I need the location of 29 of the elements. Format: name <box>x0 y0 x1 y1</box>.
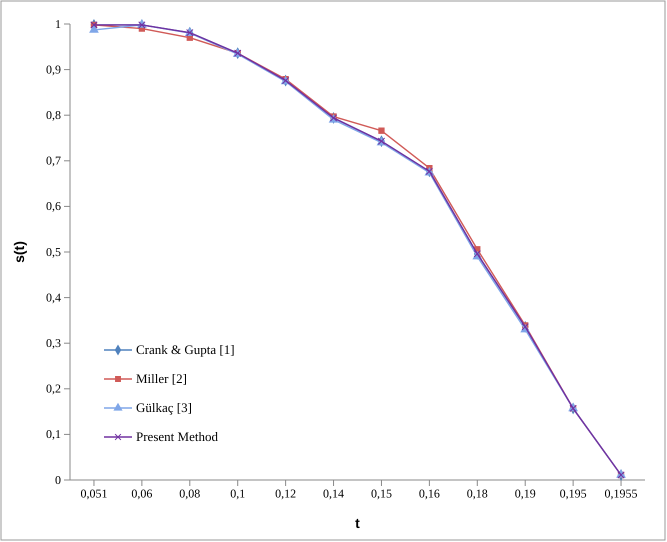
x-tick-label: 0,15 <box>370 486 392 501</box>
y-tick-label: 0,8 <box>46 108 61 122</box>
y-tick-label: 0,5 <box>46 244 61 259</box>
x-tick-label: 0,18 <box>466 486 488 501</box>
x-tick-label: 0,12 <box>275 486 296 501</box>
x-tick-label: 0,195 <box>560 486 587 501</box>
x-axis-title: t <box>355 515 360 531</box>
x-tick-label: 0,051 <box>80 486 108 501</box>
y-tick-label: 0 <box>55 472 61 487</box>
x-tick-label: 0,14 <box>323 486 344 501</box>
x-tick-label: 0,16 <box>418 486 440 501</box>
legend-label: Present Method <box>136 429 218 444</box>
y-axis-title: s(t) <box>11 241 27 263</box>
y-tick-label: 0,2 <box>46 382 61 396</box>
y-tick-label: 0,3 <box>46 336 61 350</box>
x-tick-label: 0,1 <box>230 486 246 501</box>
legend-label: Miller [2] <box>136 371 187 386</box>
x-tick-label: 0,19 <box>514 486 536 501</box>
legend-label: Crank & Gupta [1] <box>136 342 235 357</box>
y-tick-label: 1 <box>55 16 61 31</box>
y-tick-label: 0,1 <box>46 427 61 442</box>
y-tick-label: 0,7 <box>46 154 61 168</box>
y-tick-label: 0,4 <box>46 290 61 304</box>
x-tick-label: 0,06 <box>131 486 152 501</box>
y-tick-label: 0,6 <box>46 199 61 214</box>
x-tick-label: 0,1955 <box>604 486 638 501</box>
y-tick-label: 0,9 <box>46 62 61 76</box>
x-tick-label: 0,08 <box>179 486 200 501</box>
legend-label: Gülkaç [3] <box>136 400 192 415</box>
